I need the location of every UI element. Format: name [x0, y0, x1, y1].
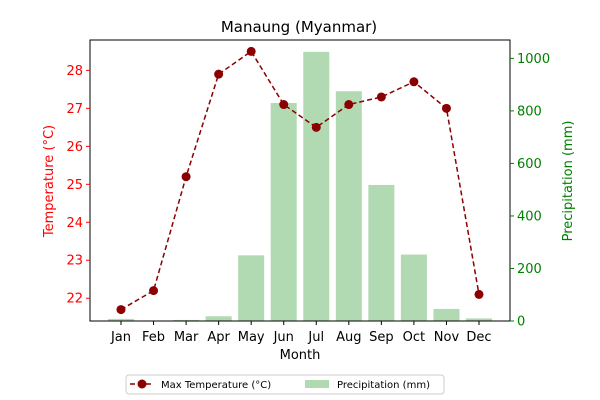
legend-label-precipitation: Precipitation (mm): [337, 380, 430, 391]
precipitation-bar-dec: [465, 318, 493, 321]
temperature-point-sep: [376, 92, 386, 102]
x-tick-label: Mar: [174, 330, 199, 345]
precipitation-bar-nov: [433, 308, 460, 321]
x-tick-label: Jul: [307, 330, 324, 345]
legend-box: [125, 374, 445, 395]
precipitation-bar-aug: [335, 91, 362, 321]
temperature-point-oct: [409, 77, 419, 87]
left-tick-label: 23: [66, 254, 83, 269]
legend-line-marker: [137, 379, 147, 389]
x-tick-label: Apr: [207, 330, 230, 345]
temperature-point-jun: [279, 100, 289, 110]
temperature-point-feb: [149, 286, 159, 296]
temperature-line: [120, 50, 480, 311]
temperature-point-aug: [344, 100, 354, 110]
right-axis-ticks: 0 200 400 600 800 1000: [510, 52, 550, 330]
legend: Max Temperature (°C) Precipitation (mm): [125, 374, 445, 395]
left-tick-label: 24: [66, 216, 83, 231]
left-tick-label: 26: [66, 140, 83, 155]
plot-frame: [89, 39, 511, 322]
left-axis-label: Temperature (°C): [42, 125, 57, 238]
x-axis-label: Month: [280, 348, 321, 363]
temperature-point-nov: [441, 103, 451, 113]
legend-bar-swatch: [305, 380, 329, 388]
precipitation-bar-jan: [107, 318, 135, 321]
right-tick-label: 600: [517, 157, 542, 172]
temperature-point-dec: [474, 289, 484, 299]
precipitation-bar-mar: [173, 319, 200, 321]
right-tick-label: 800: [517, 104, 542, 119]
precipitation-bar-sep: [368, 184, 395, 321]
x-tick-label: Jun: [273, 330, 294, 345]
left-tick-label: 22: [66, 292, 83, 307]
left-tick-label: 28: [66, 64, 83, 79]
precipitation-bar-jun: [270, 103, 297, 321]
chart-title: Manaung (Myanmar): [221, 18, 377, 36]
x-tick-label: Aug: [336, 330, 361, 345]
x-tick-label: Jan: [110, 330, 131, 345]
left-tick-label: 25: [66, 178, 83, 193]
x-axis-ticks: Jan Feb Mar Apr May Jun Jul Aug Sep Oct Nov Dec: [110, 321, 492, 345]
temperature-point-may: [246, 46, 256, 56]
x-tick-label: Dec: [466, 330, 491, 345]
right-tick-label: 400: [517, 209, 542, 224]
x-tick-label: Feb: [142, 330, 165, 345]
x-tick-label: May: [238, 330, 265, 345]
temperature-point-jul: [311, 122, 321, 132]
legend-label-temperature: Max Temperature (°C): [161, 380, 271, 391]
precipitation-bar-may: [238, 255, 265, 321]
x-tick-label: Sep: [369, 330, 394, 345]
temperature-point-jan: [116, 305, 126, 315]
precipitation-bar-oct: [400, 254, 427, 321]
temperature-line-layer: [116, 46, 484, 315]
left-tick-label: 27: [66, 102, 83, 117]
x-tick-label: Nov: [434, 330, 460, 345]
right-axis-label: Precipitation (mm): [561, 121, 576, 242]
right-tick-label: 200: [517, 262, 542, 277]
right-tick-label: 1000: [517, 52, 550, 67]
temperature-point-mar: [181, 172, 191, 182]
precipitation-bar-apr: [205, 316, 232, 321]
x-tick-label: Oct: [403, 330, 425, 345]
temperature-point-apr: [214, 69, 224, 79]
left-axis-ticks: 22 23 24 25 26 27 28: [66, 64, 90, 307]
precipitation-bar-jul: [303, 51, 330, 322]
precipitation-bars: [107, 51, 493, 322]
right-tick-label: 0: [517, 315, 525, 330]
